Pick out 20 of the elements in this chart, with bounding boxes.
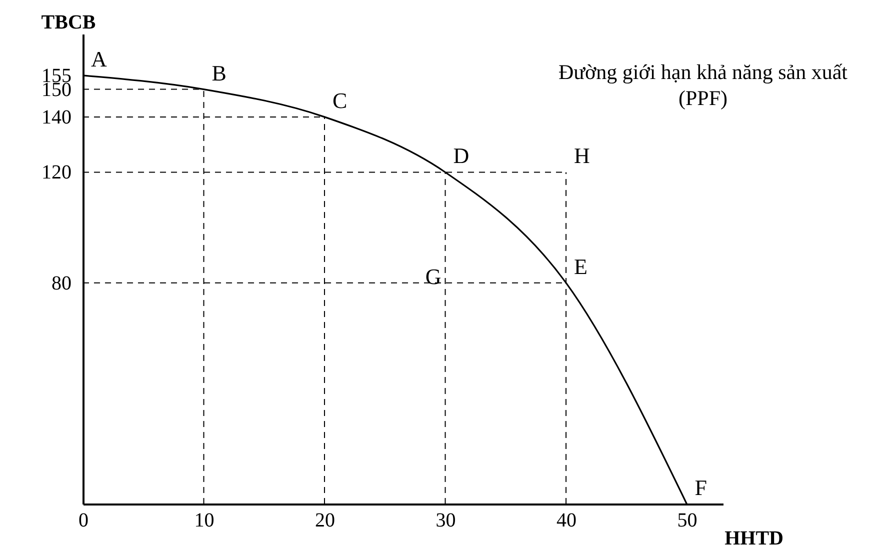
x-tick-label: 40 (556, 510, 577, 532)
y-tick-label: 120 (42, 162, 72, 184)
x-tick-label: 10 (194, 510, 214, 532)
x-axis-title: HHTD (724, 528, 784, 550)
x-tick-label: 50 (677, 510, 698, 532)
annotation: A (91, 46, 107, 72)
annotation: H (574, 143, 590, 168)
annotation: B (212, 60, 226, 86)
annotation: G (425, 264, 442, 289)
y-tick-label: 80 (52, 272, 72, 294)
x-tick-label: 20 (315, 510, 336, 532)
annotation: F (694, 475, 708, 500)
x-tick-label: 30 (436, 510, 456, 532)
text: Đường giới hạn khả năng sản xuất (PPF) (558, 60, 848, 110)
y-tick-label: 140 (42, 106, 72, 128)
annotation: C (332, 88, 348, 113)
x-tick-label: 0 (78, 510, 88, 532)
y-axis-title: TBCB (41, 12, 96, 34)
annotation: E (574, 254, 588, 279)
annotation: D (453, 143, 470, 168)
